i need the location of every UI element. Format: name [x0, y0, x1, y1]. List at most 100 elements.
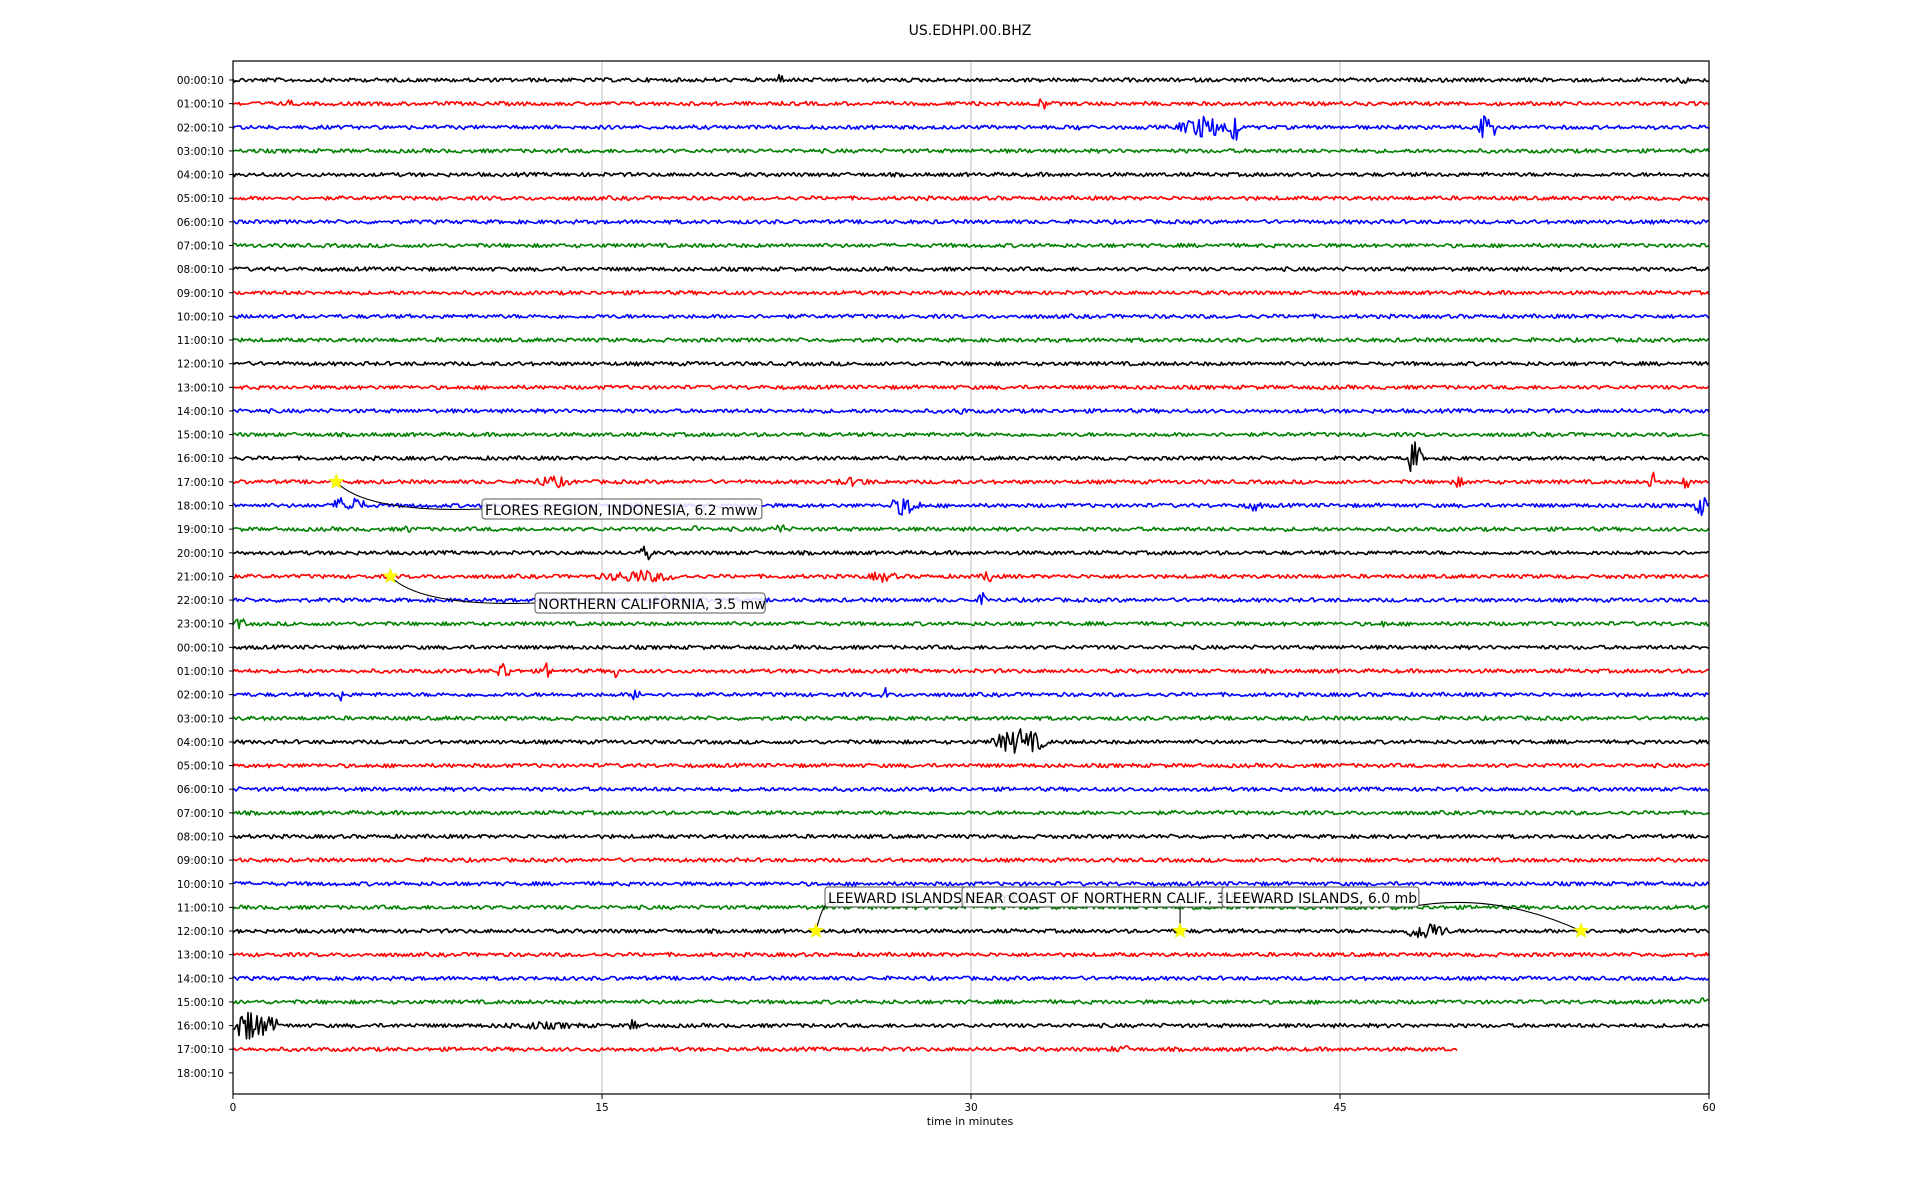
event-annotations: FLORES REGION, INDONESIA, 6.2 mww NORTHER…	[328, 473, 1590, 939]
trace-row-28	[232, 728, 1710, 754]
y-tick-labels: 00:00:10 01:00:10 02:00:10 03:00:10 04:00:10…	[177, 75, 233, 1080]
y-tick-label-4: 04:00:10	[177, 170, 224, 182]
x-axis: 0 15 30 45 60	[230, 1094, 1716, 1114]
x-tick-label-3: 45	[1333, 1102, 1346, 1114]
y-tick-label-31: 07:00:10	[177, 808, 224, 820]
y-tick-label-19: 19:00:10	[177, 524, 224, 536]
y-tick-label-9: 09:00:10	[177, 288, 224, 300]
trace-row-2	[232, 115, 1710, 141]
y-tick-label-36: 12:00:10	[177, 926, 224, 938]
x-tick-label-0: 0	[230, 1102, 237, 1114]
event-label-box-1	[534, 592, 766, 614]
y-tick-label-8: 08:00:10	[177, 264, 224, 276]
y-tick-label-21: 21:00:10	[177, 571, 224, 583]
trace-row-20	[232, 545, 1710, 561]
event-star-2	[807, 922, 825, 939]
trace-row-39	[232, 997, 1710, 1005]
trace-row-10	[232, 313, 1710, 320]
y-tick-label-32: 08:00:10	[177, 831, 224, 843]
trace-row-14	[232, 408, 1710, 415]
trace-row-29	[232, 762, 1710, 769]
plot-frame	[232, 60, 1710, 1095]
trace-row-13	[232, 384, 1710, 391]
y-tick-label-23: 23:00:10	[177, 619, 224, 631]
y-tick-label-16: 16:00:10	[177, 453, 224, 465]
trace-row-31	[232, 809, 1710, 816]
y-tick-label-35: 11:00:10	[177, 902, 224, 914]
y-tick-label-27: 03:00:10	[177, 713, 224, 725]
y-tick-label-1: 01:00:10	[177, 99, 224, 111]
y-tick-label-41: 17:00:10	[177, 1044, 224, 1056]
event-star-3	[1171, 922, 1189, 939]
event-star-4	[1572, 922, 1590, 939]
y-tick-label-29: 05:00:10	[177, 761, 224, 773]
trace-row-7	[232, 242, 1710, 249]
trace-row-18	[232, 497, 1710, 516]
trace-row-17	[232, 471, 1710, 489]
y-tick-label-11: 11:00:10	[177, 335, 224, 347]
trace-row-41	[232, 1045, 1458, 1053]
y-tick-label-25: 01:00:10	[177, 666, 224, 678]
y-tick-label-33: 09:00:10	[177, 855, 224, 867]
y-tick-label-0: 00:00:10	[177, 75, 224, 87]
trace-row-16	[232, 441, 1710, 473]
y-tick-label-13: 13:00:10	[177, 382, 224, 394]
y-tick-label-2: 02:00:10	[177, 122, 224, 134]
trace-row-26	[232, 687, 1710, 702]
event-connector-4	[1408, 901, 1582, 932]
event-connector-1	[390, 576, 536, 604]
trace-row-21	[232, 569, 1710, 583]
y-tick-label-12: 12:00:10	[177, 359, 224, 371]
y-tick-label-14: 14:00:10	[177, 406, 224, 418]
y-tick-label-24: 00:00:10	[177, 642, 224, 654]
trace-row-12	[232, 360, 1710, 367]
y-tick-label-18: 18:00:10	[177, 501, 224, 513]
x-tick-label-2: 30	[964, 1102, 977, 1114]
y-tick-label-22: 22:00:10	[177, 595, 224, 607]
seismogram-traces	[232, 73, 1710, 1053]
event-label-1: NORTHERN CALIFORNIA, 3.5 mw	[538, 597, 766, 613]
trace-row-9	[232, 289, 1710, 296]
trace-row-3	[233, 148, 1710, 154]
y-tick-label-10: 10:00:10	[177, 311, 224, 323]
event-star-1	[382, 567, 399, 584]
y-tick-label-5: 05:00:10	[177, 193, 224, 205]
trace-row-40	[232, 1011, 1710, 1040]
x-tick-label-1: 15	[595, 1102, 608, 1114]
trace-row-4	[232, 171, 1710, 178]
y-tick-label-28: 04:00:10	[177, 737, 224, 749]
trace-row-24	[232, 644, 1710, 651]
x-tick-label-4: 60	[1702, 1102, 1715, 1114]
y-tick-label-26: 02:00:10	[177, 690, 224, 702]
event-star-0	[328, 473, 345, 489]
trace-row-11	[232, 337, 1710, 343]
event-connector-0	[335, 481, 483, 510]
trace-row-19	[232, 524, 1710, 533]
y-tick-label-30: 06:00:10	[177, 784, 224, 796]
trace-row-15	[232, 431, 1710, 438]
y-tick-label-42: 18:00:10	[177, 1068, 224, 1080]
trace-row-25	[232, 662, 1710, 679]
y-tick-label-7: 07:00:10	[177, 240, 224, 252]
trace-row-30	[232, 786, 1710, 793]
trace-row-36	[232, 923, 1710, 939]
trace-row-38	[232, 975, 1710, 982]
trace-row-8	[232, 266, 1710, 272]
event-label-box-4	[1221, 886, 1420, 908]
trace-row-22	[232, 592, 1710, 607]
event-label-4: LEEWARD ISLANDS, 6.0 mb	[1225, 891, 1417, 907]
chart-title: US.EDHPI.00.BHZ	[909, 23, 1032, 39]
trace-row-34	[232, 880, 1710, 887]
y-tick-label-37: 13:00:10	[177, 950, 224, 962]
y-tick-label-34: 10:00:10	[177, 879, 224, 891]
trace-row-1	[232, 98, 1710, 110]
trace-row-5	[232, 195, 1710, 202]
event-label-3: NEAR COAST OF NORTHERN CALIF., 3.5 ml	[965, 891, 1261, 907]
event-label-box-0	[481, 498, 763, 520]
y-tick-label-6: 06:00:10	[177, 217, 224, 229]
trace-row-0	[232, 73, 1710, 84]
y-tick-label-20: 20:00:10	[177, 548, 224, 560]
trace-row-27	[232, 715, 1710, 722]
event-label-0: FLORES REGION, INDONESIA, 6.2 mww	[485, 503, 758, 519]
trace-row-32	[232, 833, 1710, 840]
